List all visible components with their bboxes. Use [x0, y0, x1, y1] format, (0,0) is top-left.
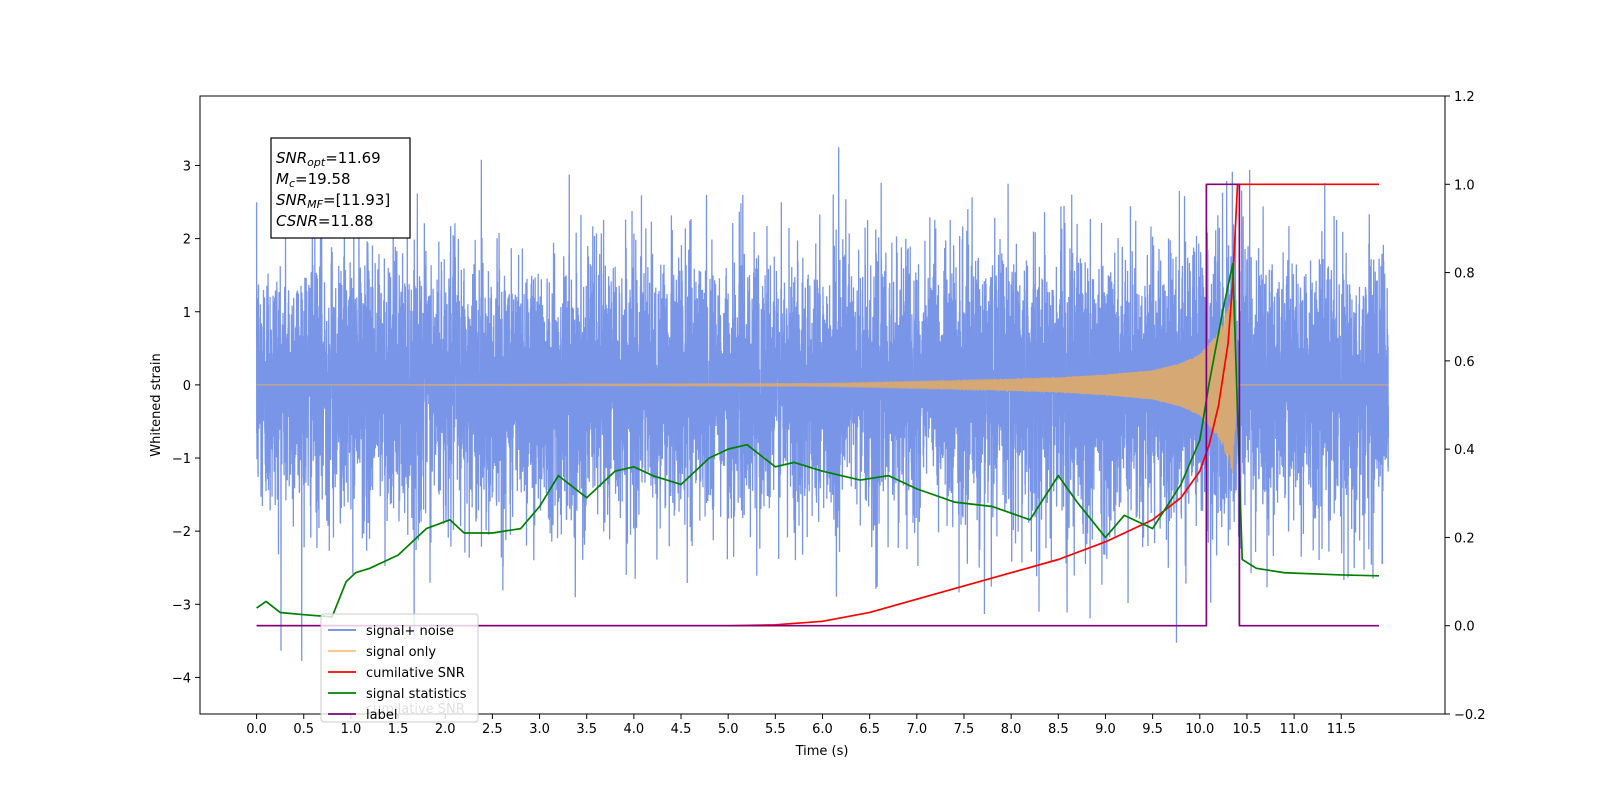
x-tick-label: 3.5 [576, 722, 597, 737]
legend-frame [320, 613, 479, 723]
signal-only-line [256, 299, 1389, 472]
legend: cumilative SNR signal+ noise signal only c… [320, 613, 479, 723]
plot-area [255, 147, 1390, 662]
right-axis-series [256, 183, 1379, 627]
signal-noise-line [255, 147, 1390, 662]
x-axis-label: Time (s) [795, 744, 849, 759]
x-tick-label: 5.0 [718, 722, 739, 737]
label-line [256, 183, 1379, 627]
x-tick-label: 10.0 [1185, 722, 1214, 737]
series-signal-only [256, 299, 1389, 472]
y-right-tick-label: 0.2 [1454, 531, 1475, 546]
snr-annotation-box: SNRopt=11.69Mc=19.58SNRMF=[11.93]CSNR=11… [270, 137, 411, 239]
x-tick-label: 7.0 [906, 722, 927, 737]
legend-entry-label: signal only [366, 645, 436, 660]
x-tick-label: 3.0 [529, 722, 550, 737]
x-tick-label: 9.5 [1142, 722, 1163, 737]
annotation-line: SNRMF=[11.93] [276, 191, 390, 211]
legend-ghost-text: cumilative SNR [366, 702, 465, 717]
legend-entry-label: cumilative SNR [366, 666, 465, 681]
x-tick-label: 8.5 [1048, 722, 1069, 737]
series-signal-noise [255, 147, 1390, 662]
x-tick-label: 2.0 [435, 722, 456, 737]
x-tick-label: 6.5 [859, 722, 880, 737]
y-right-tick-label: 0.8 [1454, 267, 1475, 282]
annotation-line: Mc=19.58 [276, 170, 351, 190]
x-tick-label: 2.5 [482, 722, 503, 737]
y-right-tick-label: 1.2 [1454, 90, 1475, 105]
y-right-tick-label: 0.6 [1454, 355, 1475, 370]
x-tick-label: 8.0 [1001, 722, 1022, 737]
y-left-axis-ticks: 3 2 1 0 −1 −2 −3 −4 [172, 159, 200, 686]
x-tick-label: 11.5 [1327, 722, 1356, 737]
legend-entry-label: signal statistics [366, 687, 467, 702]
annotation-line: SNRopt=11.69 [276, 149, 381, 169]
x-tick-label: 7.5 [954, 722, 975, 737]
x-tick-label: 5.5 [765, 722, 786, 737]
x-tick-label: 11.0 [1280, 722, 1309, 737]
y-left-tick-label: 2 [183, 233, 191, 248]
y-left-tick-label: 1 [183, 306, 191, 321]
y-left-tick-label: −1 [172, 452, 191, 467]
x-tick-label: 4.0 [624, 722, 645, 737]
legend-entry-label: signal+ noise [366, 624, 454, 639]
signal-statistics-line [256, 262, 1379, 618]
y-right-tick-label: 0.0 [1454, 620, 1475, 635]
x-tick-label: 6.0 [812, 722, 833, 737]
annotation-line: CSNR=11.88 [276, 212, 373, 230]
y-right-tick-label: 1.0 [1454, 178, 1475, 193]
y-right-axis-ticks: 1.2 1.0 0.8 0.6 0.4 0.2 0.0 −0.2 [1445, 90, 1486, 723]
annotation-frame [270, 137, 411, 239]
y-left-tick-label: −3 [172, 598, 191, 613]
y-left-tick-label: 0 [183, 379, 191, 394]
y-left-tick-label: 3 [183, 159, 191, 174]
x-tick-label: 9.0 [1095, 722, 1116, 737]
y-right-tick-label: −0.2 [1454, 708, 1486, 723]
x-axis-ticks: 0.0 0.5 1.0 1.5 2.0 2.5 3.0 3.5 4.0 4.5 5.0 5.5 6.0 6… [246, 714, 1356, 737]
y-left-tick-label: −2 [172, 525, 191, 540]
y-axis-label: Whitened strain [149, 353, 164, 456]
legend-entry-label: label [366, 708, 397, 723]
x-tick-label: 0.5 [293, 722, 314, 737]
y-left-tick-label: −4 [172, 671, 191, 686]
x-tick-label: 4.5 [671, 722, 692, 737]
x-tick-label: 1.0 [341, 722, 362, 737]
cumulative-snr-line [256, 183, 1379, 627]
y-right-tick-label: 0.4 [1454, 443, 1475, 458]
x-tick-label: 0.0 [246, 722, 267, 737]
x-tick-label: 10.5 [1232, 722, 1261, 737]
x-tick-label: 1.5 [388, 722, 409, 737]
